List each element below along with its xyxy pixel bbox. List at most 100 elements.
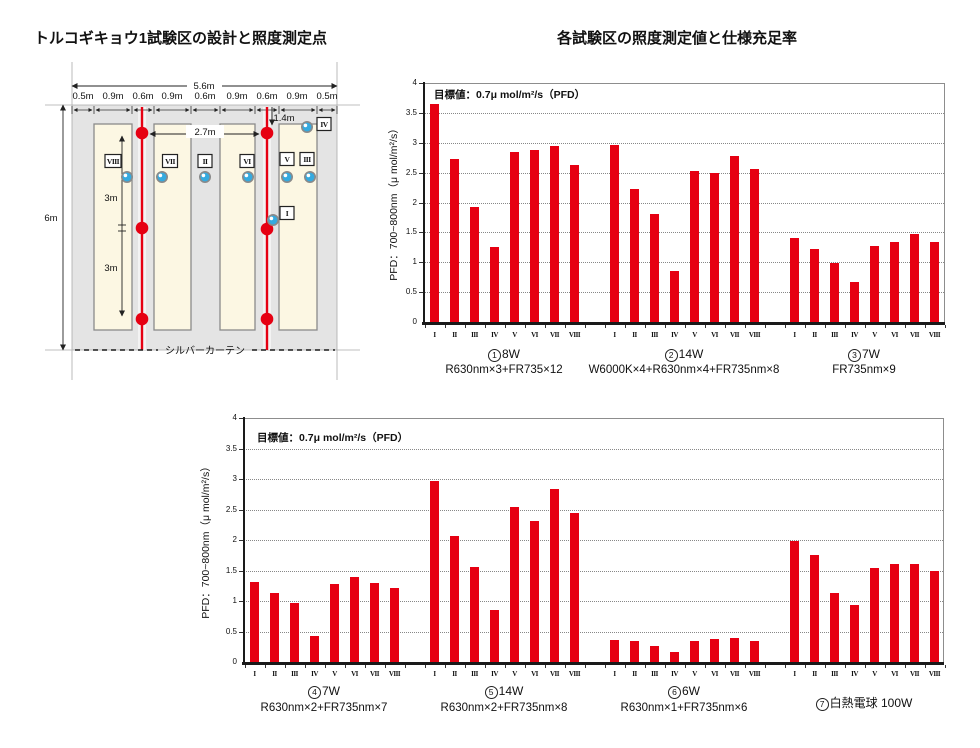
bar-group4-VIII bbox=[390, 588, 399, 662]
x-tick-label: I bbox=[613, 331, 616, 339]
x-tick-label: VIII bbox=[388, 670, 401, 678]
y-tick-mark bbox=[239, 601, 243, 602]
x-tick-label: V bbox=[332, 670, 337, 678]
x-tick-mark bbox=[764, 664, 766, 668]
x-tick-mark bbox=[464, 324, 466, 328]
x-tick-mark bbox=[904, 664, 906, 668]
bar-group5-IV bbox=[490, 610, 499, 662]
x-tick-mark bbox=[784, 664, 786, 668]
y-tick-mark bbox=[239, 418, 243, 419]
y-tick-mark bbox=[239, 509, 243, 511]
grid-line bbox=[423, 142, 944, 144]
bar-group7-VIII bbox=[930, 571, 939, 662]
x-tick-label: I bbox=[253, 670, 256, 678]
bed-half-1-label: 3m bbox=[104, 193, 117, 204]
y-tick-mark bbox=[419, 112, 423, 114]
x-tick-label: VI bbox=[531, 670, 538, 678]
segment-label: 0.9m bbox=[161, 91, 182, 102]
x-tick-mark bbox=[604, 324, 606, 328]
bar-group1-VII bbox=[550, 145, 559, 322]
bar-group5-III bbox=[470, 567, 479, 662]
x-tick-label: I bbox=[793, 331, 796, 339]
y-tick-mark bbox=[239, 540, 243, 541]
x-tick-label: II bbox=[452, 670, 457, 678]
x-tick-mark bbox=[324, 664, 326, 668]
y-tick-label: 0 bbox=[232, 657, 237, 666]
x-tick-mark bbox=[844, 324, 846, 328]
y-tick-mark bbox=[419, 142, 423, 144]
bar-group2-VII bbox=[730, 156, 739, 322]
y-tick-label: 3.5 bbox=[225, 443, 237, 453]
x-tick-mark bbox=[724, 324, 726, 328]
plot-border-top bbox=[423, 83, 944, 84]
grid-line bbox=[423, 292, 944, 294]
x-tick-label: I bbox=[613, 670, 616, 678]
y-tick-mark bbox=[239, 570, 243, 572]
x-tick-mark bbox=[384, 664, 386, 668]
plot-border-right bbox=[943, 418, 944, 662]
lamp-dot bbox=[260, 312, 274, 326]
plot-border-right bbox=[944, 83, 945, 322]
bar-group1-IV bbox=[490, 247, 499, 322]
bar-group7-VI bbox=[890, 563, 899, 662]
x-tick-mark bbox=[664, 324, 666, 328]
segment-label: 0.9m bbox=[102, 91, 123, 102]
x-tick-label: IV bbox=[311, 670, 318, 678]
x-tick-mark bbox=[404, 664, 406, 668]
bar-group1-II bbox=[450, 159, 459, 322]
y-tick-label: 1.5 bbox=[405, 227, 417, 237]
bar-group6-IV bbox=[670, 651, 679, 662]
grid-line bbox=[243, 509, 943, 511]
x-tick-label: VI bbox=[531, 331, 538, 339]
measure-point bbox=[303, 171, 316, 184]
y-tick-label: 0.5 bbox=[405, 287, 417, 297]
measure-label-iii: III bbox=[299, 151, 315, 167]
bar-group6-III bbox=[650, 645, 659, 662]
x-tick-mark bbox=[424, 324, 426, 328]
test-plot-diagram: 5.6m 0.5m 0.9m 0.6m 0.9m 0.6m 0.9m 0.6m … bbox=[44, 62, 360, 380]
svg-text:II: II bbox=[203, 157, 208, 166]
x-tick-mark bbox=[444, 664, 446, 668]
x-tick-mark bbox=[444, 324, 446, 328]
x-tick-mark bbox=[744, 664, 746, 668]
bar-group4-VI bbox=[350, 577, 359, 662]
lamp-dot bbox=[135, 312, 149, 326]
bar-group5-II bbox=[450, 535, 459, 662]
measure-label-ii: II bbox=[197, 153, 213, 169]
x-tick-mark bbox=[864, 324, 866, 328]
group-watt-3: 7W bbox=[862, 347, 880, 361]
group-spec-5: R630nm×2+FR735nm×8 bbox=[440, 702, 568, 714]
y-tick-label: 0 bbox=[412, 317, 417, 326]
x-tick-label: VI bbox=[711, 670, 718, 678]
grid-line bbox=[243, 479, 943, 480]
segment-label: 0.9m bbox=[226, 91, 247, 102]
x-tick-label: III bbox=[471, 331, 478, 339]
bar-group2-I bbox=[610, 145, 619, 322]
x-tick-mark bbox=[864, 664, 866, 668]
svg-text:VII: VII bbox=[165, 157, 175, 166]
group-spec-6: R630nm×1+FR735nm×6 bbox=[620, 702, 748, 714]
segment-ticks bbox=[71, 106, 338, 114]
x-tick-label: III bbox=[471, 670, 478, 678]
x-tick-mark bbox=[504, 664, 506, 668]
bar-group2-VI bbox=[710, 172, 719, 322]
x-tick-label: VIII bbox=[748, 670, 761, 678]
x-tick-mark bbox=[424, 664, 426, 668]
circled-number-2: 2 bbox=[664, 349, 678, 362]
silver-curtain: シルバーカーテン bbox=[75, 345, 335, 357]
circled-number-4: 4 bbox=[308, 686, 321, 699]
total-width-dimension: 5.6m bbox=[71, 79, 338, 92]
group-spec-1: R630nm×3+FR735×12 bbox=[445, 364, 563, 376]
bar-group1-V bbox=[510, 152, 519, 322]
circled-number-1: 1 bbox=[488, 349, 501, 362]
grid-line bbox=[423, 172, 944, 174]
y-tick-label: 4 bbox=[412, 78, 417, 87]
bar-group2-IV bbox=[670, 271, 679, 322]
x-tick-label: II bbox=[812, 670, 817, 678]
circled-number-5: 5 bbox=[484, 686, 498, 699]
x-tick-mark bbox=[704, 664, 706, 668]
total-height-label: 6m bbox=[44, 213, 57, 224]
svg-text:III: III bbox=[303, 155, 311, 164]
y-tick-mark bbox=[239, 479, 243, 480]
